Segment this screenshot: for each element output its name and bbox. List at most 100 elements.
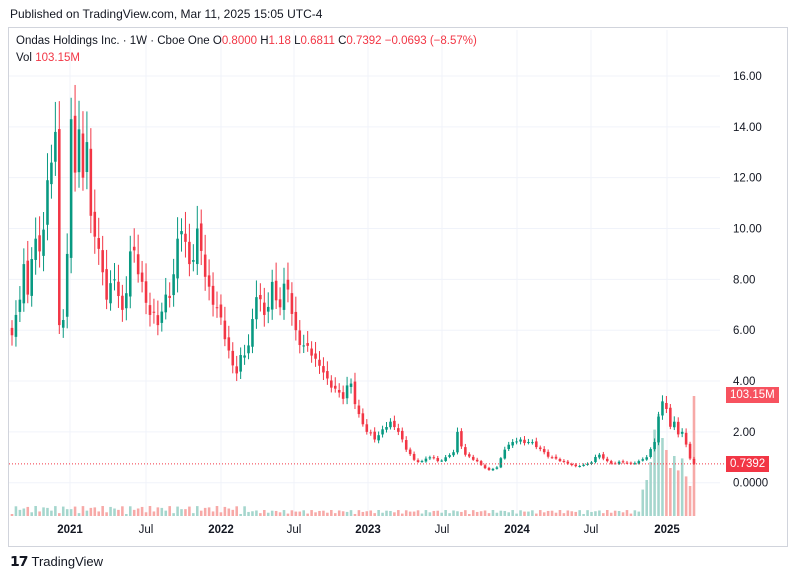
candle-body <box>519 439 522 442</box>
volume-bar <box>503 510 507 516</box>
candle-body <box>46 180 49 225</box>
candle-body <box>148 305 152 315</box>
volume-bar <box>432 510 436 516</box>
volume-label[interactable]: Vol <box>16 52 32 64</box>
volume-bar <box>274 510 278 516</box>
candle-body <box>408 449 412 455</box>
volume-bar <box>294 511 298 516</box>
volume-bar <box>515 513 518 516</box>
volume-bar <box>298 511 302 516</box>
candle-body <box>657 416 660 443</box>
volume-bar <box>550 510 554 516</box>
volume-bar <box>215 506 219 516</box>
volume-bar <box>436 510 440 516</box>
volume-bar <box>582 513 585 516</box>
volume-bar <box>389 510 392 516</box>
candle-body <box>649 449 652 457</box>
candle-body <box>665 402 668 409</box>
candle-body <box>81 133 85 178</box>
volume-bar <box>361 511 365 516</box>
candle-body <box>475 459 479 462</box>
candle-body <box>330 380 333 388</box>
volume-bar <box>121 506 124 516</box>
volume-bar <box>562 513 566 516</box>
volume-bar <box>538 510 542 516</box>
candle-body <box>243 355 246 358</box>
volume-bar <box>101 506 104 516</box>
candle-body <box>196 228 199 265</box>
candle-body <box>653 442 656 450</box>
brand-name: TradingView <box>31 554 104 569</box>
volume-bar <box>637 511 641 516</box>
volume-bar <box>673 456 676 516</box>
symbol-label[interactable]: Ondas Holdings Inc. · 1W · Cboe One <box>16 35 210 47</box>
candle-body <box>34 238 37 260</box>
candle-body <box>93 211 97 237</box>
volume-bar <box>598 510 601 516</box>
x-tick-label: Jul <box>287 524 302 536</box>
candle-body <box>546 451 550 457</box>
candle-body <box>136 254 140 275</box>
candle-body <box>180 231 183 235</box>
candle-body <box>432 457 436 459</box>
volume-bar <box>231 509 235 516</box>
volume-bar <box>464 510 467 516</box>
candle-body <box>554 456 558 459</box>
volume-bar <box>188 506 191 516</box>
volume-bar <box>247 511 250 516</box>
volume-bar <box>314 512 317 516</box>
candle-body <box>570 463 574 466</box>
candle-body <box>128 251 132 297</box>
volume-bar <box>144 512 148 516</box>
x-tick-label: Jul <box>584 524 599 536</box>
volume-bar <box>132 509 136 516</box>
volume-bar <box>176 506 179 516</box>
volume-bar <box>203 507 207 516</box>
candle-body <box>263 302 266 315</box>
published-label: Published on TradingView.com, Mar 11, 20… <box>10 7 323 21</box>
footer-brand[interactable]: 𝟭𝟳 TradingView <box>10 553 103 570</box>
candle-body <box>278 299 282 308</box>
candle-body <box>259 294 262 300</box>
volume-bar <box>684 476 688 516</box>
tradingview-logo-icon: 𝟭𝟳 <box>10 553 29 569</box>
candle-body <box>176 238 179 279</box>
candle-body <box>101 250 104 273</box>
volume-bar <box>649 462 652 516</box>
volume-bar <box>487 513 491 516</box>
volume-bar <box>337 510 341 516</box>
volume-bar <box>77 513 81 516</box>
candle-body <box>393 420 396 428</box>
volume-bar <box>46 507 49 516</box>
volume-bar <box>10 514 14 516</box>
candle-body <box>578 465 581 467</box>
volume-bar <box>483 510 487 516</box>
candle-body <box>18 299 22 312</box>
candle-body <box>594 456 597 463</box>
candle-body <box>468 454 471 457</box>
candle-body <box>164 294 168 313</box>
volume-bar <box>196 506 199 516</box>
candle-body <box>507 444 510 450</box>
candle-body <box>550 457 554 459</box>
candle-body <box>692 458 696 464</box>
candle-body <box>65 253 69 317</box>
y-tick-label: 14.00 <box>733 122 762 134</box>
candle-body <box>140 272 144 282</box>
candle-body <box>404 440 408 450</box>
candle-body <box>14 314 18 337</box>
candle-body <box>132 246 136 251</box>
candle-body <box>369 432 373 434</box>
volume-bar <box>688 486 692 516</box>
volume-bar <box>290 510 294 516</box>
volume-bar <box>523 511 526 516</box>
candle-body <box>582 464 585 466</box>
volume-bar <box>452 510 455 516</box>
candle-body <box>318 359 321 366</box>
volume-bar <box>365 511 369 516</box>
chart-frame[interactable] <box>8 27 788 547</box>
volume-bar <box>456 511 459 516</box>
volume-bar <box>243 506 246 516</box>
volume-bar <box>93 507 97 516</box>
